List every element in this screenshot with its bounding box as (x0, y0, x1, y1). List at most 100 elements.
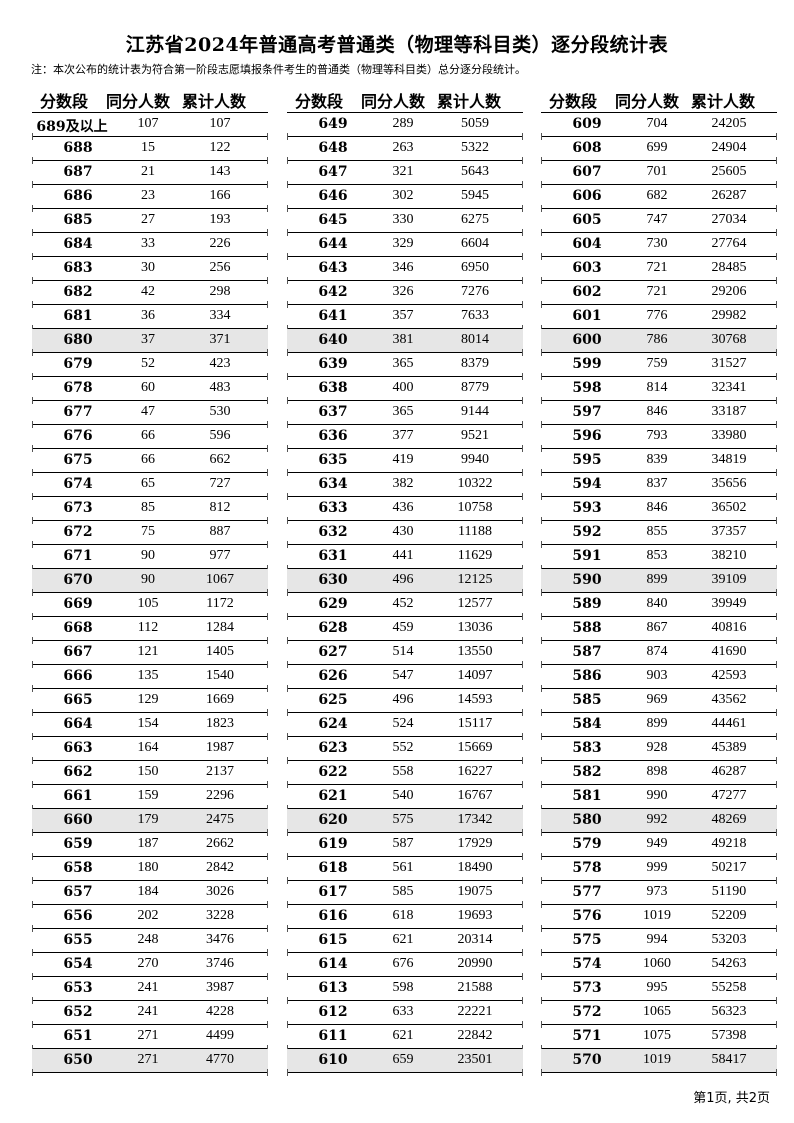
same-count-cell: 524 (392, 716, 414, 731)
score-cell: 671 (63, 548, 93, 564)
score-table-column: 分数段 同分人数 累计人数 609 704 24205 608 699 24904 607 701 2… (541, 84, 777, 1076)
score-cell: 572 (572, 1004, 602, 1020)
cumulative-cell: 32341 (711, 380, 747, 395)
same-count-cell: 721 (646, 284, 668, 299)
same-count-cell: 814 (646, 380, 668, 395)
table-row: 674 65 727 (32, 473, 268, 500)
table-row: 650 271 4770 (32, 1049, 268, 1076)
cumulative-cell: 19075 (457, 884, 493, 899)
table-row: 603 721 28485 (541, 257, 777, 284)
same-count-cell: 853 (646, 548, 668, 563)
same-count-cell: 840 (646, 596, 668, 611)
score-cell: 597 (572, 404, 602, 420)
score-cell: 643 (318, 260, 348, 276)
table-row: 575 994 53203 (541, 929, 777, 956)
cumulative-cell: 8014 (461, 332, 489, 347)
same-count-cell: 270 (137, 956, 159, 971)
cumulative-cell: 28485 (711, 260, 747, 275)
table-header: 分数段 同分人数 累计人数 (287, 84, 523, 113)
table-row: 605 747 27034 (541, 209, 777, 236)
same-count-cell: 441 (392, 548, 414, 563)
table-row: 681 36 334 (32, 305, 268, 332)
score-cell: 664 (63, 716, 93, 732)
cumulative-cell: 26287 (711, 188, 747, 203)
score-cell: 677 (63, 404, 93, 420)
same-count-cell: 496 (392, 692, 414, 707)
cumulative-cell: 4770 (206, 1052, 234, 1067)
score-cell: 592 (572, 524, 602, 540)
score-cell: 609 (572, 116, 602, 132)
cumulative-cell: 256 (209, 260, 231, 275)
score-cell: 649 (318, 116, 348, 132)
table-row: 638 400 8779 (287, 377, 523, 404)
cumulative-cell: 47277 (711, 788, 747, 803)
score-cell: 612 (318, 1004, 348, 1020)
cumulative-cell: 24904 (711, 140, 747, 155)
table-row: 635 419 9940 (287, 449, 523, 476)
score-cell: 644 (318, 236, 348, 252)
same-count-cell: 992 (646, 812, 668, 827)
table-row: 671 90 977 (32, 545, 268, 572)
score-cell: 663 (63, 740, 93, 756)
cumulative-cell: 25605 (711, 164, 747, 179)
cumulative-cell: 483 (209, 380, 231, 395)
score-cell: 625 (318, 692, 348, 708)
same-count-header: 同分人数 (615, 92, 680, 111)
table-row: 601 776 29982 (541, 305, 777, 332)
table-row: 596 793 33980 (541, 425, 777, 452)
table-row: 602 721 29206 (541, 281, 777, 308)
same-count-cell: 776 (646, 308, 668, 323)
cumulative-cell: 122 (209, 140, 231, 155)
cumulative-cell: 1284 (206, 620, 234, 635)
score-cell: 672 (63, 524, 93, 540)
cumulative-cell: 107 (209, 116, 231, 131)
table-row: 580 992 48269 (541, 809, 777, 836)
table-row: 599 759 31527 (541, 353, 777, 380)
score-cell: 611 (318, 1028, 348, 1044)
score-cell: 637 (318, 404, 348, 420)
score-cell: 639 (318, 356, 348, 372)
same-count-cell: 36 (141, 308, 155, 323)
score-cell: 680 (63, 332, 93, 348)
same-count-cell: 552 (392, 740, 414, 755)
same-count-cell: 633 (392, 1004, 414, 1019)
score-cell: 590 (572, 572, 602, 588)
cumulative-cell: 16227 (457, 764, 493, 779)
cumulative-cell: 2296 (206, 788, 234, 803)
same-count-cell: 621 (392, 1028, 414, 1043)
cumulative-cell: 193 (209, 212, 231, 227)
table-row: 664 154 1823 (32, 713, 268, 740)
score-cell: 628 (318, 620, 348, 636)
score-cell: 575 (572, 932, 602, 948)
table-row: 592 855 37357 (541, 521, 777, 548)
same-count-cell: 329 (392, 236, 414, 251)
cumulative-cell: 1987 (206, 740, 234, 755)
score-cell: 577 (572, 884, 602, 900)
score-cell: 662 (63, 764, 93, 780)
cumulative-cell: 54263 (711, 956, 747, 971)
cumulative-cell: 22221 (457, 1004, 493, 1019)
same-count-cell: 1019 (643, 908, 671, 923)
table-row: 653 241 3987 (32, 977, 268, 1004)
score-cell: 642 (318, 284, 348, 300)
cumulative-cell: 226 (209, 236, 231, 251)
table-row: 619 587 17929 (287, 833, 523, 860)
table-row: 676 66 596 (32, 425, 268, 452)
table-row: 610 659 23501 (287, 1049, 523, 1076)
same-count-cell: 90 (141, 548, 155, 563)
same-count-cell: 30 (141, 260, 155, 275)
score-header: 分数段 (295, 92, 344, 111)
score-cell: 674 (63, 476, 93, 492)
score-cell: 689及以上 (36, 119, 108, 135)
same-count-cell: 85 (141, 500, 155, 515)
cumulative-cell: 52209 (711, 908, 747, 923)
same-count-cell: 105 (137, 596, 159, 611)
score-cell: 573 (572, 980, 602, 996)
table-row: 647 321 5643 (287, 161, 523, 188)
same-count-cell: 995 (646, 980, 668, 995)
table-row: 639 365 8379 (287, 353, 523, 380)
score-cell: 627 (318, 644, 348, 660)
table-row: 576 1019 52209 (541, 905, 777, 932)
table-row: 686 23 166 (32, 185, 268, 212)
cumulative-cell: 10758 (457, 500, 493, 515)
